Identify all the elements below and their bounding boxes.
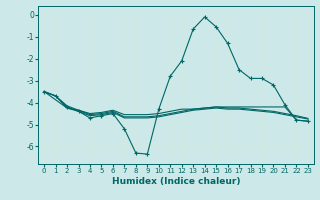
X-axis label: Humidex (Indice chaleur): Humidex (Indice chaleur) <box>112 177 240 186</box>
